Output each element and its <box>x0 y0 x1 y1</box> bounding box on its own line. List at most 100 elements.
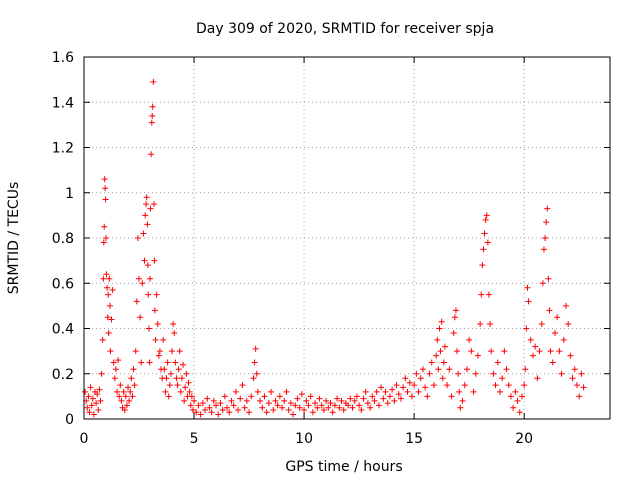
data-point <box>104 284 111 291</box>
data-point <box>567 352 574 359</box>
data-point <box>185 379 192 386</box>
data-point <box>281 397 288 404</box>
data-point <box>487 320 494 327</box>
data-point <box>213 402 220 409</box>
data-point <box>148 119 155 126</box>
data-point <box>393 382 400 389</box>
data-point <box>82 388 89 395</box>
data-point <box>177 388 184 395</box>
plot-frame <box>83 56 611 420</box>
data-point <box>188 393 195 400</box>
data-point <box>540 246 547 253</box>
data-point <box>199 400 206 407</box>
data-point <box>424 393 431 400</box>
data-point <box>88 402 95 409</box>
data-point <box>522 366 529 373</box>
data-point <box>457 404 464 411</box>
data-point <box>149 112 156 119</box>
data-point <box>560 336 567 343</box>
data-point <box>503 366 510 373</box>
data-point <box>182 384 189 391</box>
data-point <box>545 275 552 282</box>
data-point <box>484 239 491 246</box>
data-point <box>314 404 321 411</box>
data-point <box>309 409 316 416</box>
data-point <box>132 348 139 355</box>
data-point <box>254 388 261 395</box>
data-point <box>490 370 497 377</box>
data-point <box>404 388 411 395</box>
data-point <box>232 388 239 395</box>
data-point <box>287 400 294 407</box>
data-point <box>228 397 235 404</box>
data-point <box>532 343 539 350</box>
data-point <box>391 397 398 404</box>
data-point <box>173 375 180 382</box>
data-point <box>527 336 534 343</box>
data-point <box>239 382 246 389</box>
data-point <box>148 151 155 158</box>
data-point <box>143 201 150 208</box>
data-point <box>439 375 446 382</box>
data-point <box>90 411 97 418</box>
data-point <box>470 388 477 395</box>
data-point <box>142 212 149 219</box>
data-point <box>298 391 305 398</box>
data-point <box>406 379 413 386</box>
data-point <box>573 382 580 389</box>
data-point <box>305 402 312 409</box>
data-point <box>576 393 583 400</box>
data-point <box>250 375 257 382</box>
data-point <box>206 404 213 411</box>
data-point <box>219 406 226 413</box>
data-point <box>123 402 130 409</box>
data-point <box>248 393 255 400</box>
data-point <box>523 325 530 332</box>
data-point <box>105 330 112 337</box>
data-point <box>105 291 112 298</box>
data-point <box>351 397 358 404</box>
data-point <box>197 411 204 418</box>
data-point <box>323 397 330 404</box>
data-point <box>542 235 549 241</box>
data-point <box>120 388 127 395</box>
data-point <box>237 395 244 402</box>
data-point <box>180 361 187 368</box>
data-point <box>307 393 314 400</box>
data-point <box>118 397 125 404</box>
data-point <box>115 357 122 364</box>
data-point <box>144 262 151 269</box>
data-point <box>141 257 148 264</box>
data-point <box>139 280 146 287</box>
data-point <box>514 397 521 404</box>
data-point <box>395 391 402 398</box>
data-point <box>554 314 561 321</box>
data-point <box>126 397 133 404</box>
data-point <box>253 370 260 377</box>
data-point <box>290 411 297 418</box>
y-tick-label: 0.4 <box>52 322 74 338</box>
data-point <box>510 404 517 411</box>
data-point <box>100 275 107 282</box>
y-tick-label: 1.6 <box>52 50 74 66</box>
data-point <box>252 345 259 352</box>
data-point <box>477 320 484 327</box>
data-point <box>163 375 170 382</box>
data-point <box>272 397 279 404</box>
data-point <box>98 370 105 377</box>
data-point <box>451 314 458 321</box>
data-point <box>172 359 179 366</box>
data-point <box>434 336 441 343</box>
x-tick-label: 0 <box>80 431 89 447</box>
data-point <box>466 336 473 343</box>
data-point <box>529 352 536 359</box>
data-point <box>156 348 163 355</box>
data-point <box>183 370 190 377</box>
data-point <box>415 388 422 395</box>
data-point <box>175 366 182 373</box>
data-point <box>127 388 134 395</box>
data-point <box>107 348 114 355</box>
data-point <box>389 386 396 393</box>
data-point <box>400 384 407 391</box>
